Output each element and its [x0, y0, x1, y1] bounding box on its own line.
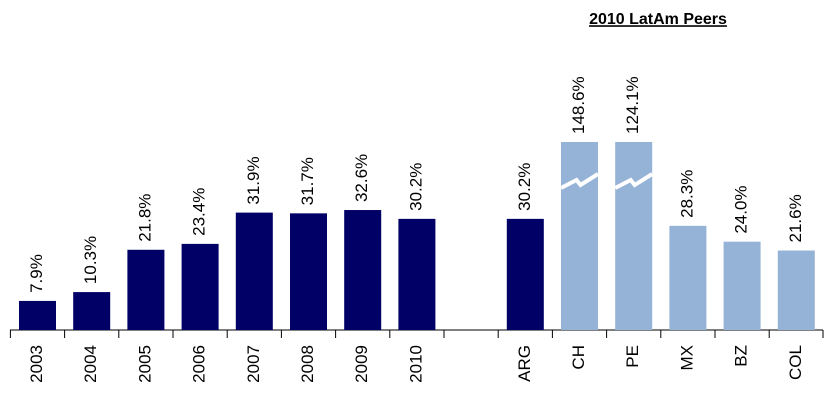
value-label: 28.3% [677, 170, 696, 218]
bar [19, 300, 56, 330]
x-tick-label: COL [786, 345, 805, 380]
x-tick-label: 2010 [406, 345, 425, 383]
bar [777, 250, 815, 330]
bar [723, 241, 761, 330]
bar [506, 218, 544, 330]
bar [561, 142, 598, 330]
x-tick-label: ARG [515, 345, 534, 382]
bar [127, 249, 165, 330]
axis-break [560, 172, 600, 190]
x-tick-label: BZ [732, 345, 751, 367]
x-tick-label: 2006 [190, 345, 209, 383]
value-label: 124.1% [623, 76, 642, 134]
bar [290, 213, 327, 330]
bar [615, 142, 653, 330]
value-label: 21.8% [135, 194, 154, 242]
annotation: 2010 LatAm Peers [589, 11, 727, 28]
x-tick-label: PE [623, 345, 642, 368]
value-label: 23.4% [190, 188, 209, 236]
bar [669, 225, 707, 330]
x-tick-label: MX [677, 345, 696, 371]
value-label: 30.2% [515, 163, 534, 211]
x-tick-label: 2004 [81, 345, 100, 383]
bar [181, 243, 219, 330]
bar [344, 210, 382, 330]
value-label: 30.2% [406, 163, 425, 211]
value-label: 32.6% [352, 154, 371, 202]
value-label: 31.9% [244, 156, 263, 204]
x-tick-label: 2009 [352, 345, 371, 383]
bar [73, 292, 111, 330]
axis-break [614, 172, 654, 190]
value-label: 148.6% [569, 76, 588, 134]
value-label: 21.6% [786, 194, 805, 242]
x-tick-label: CH [569, 345, 588, 370]
value-label: 7.9% [27, 254, 46, 293]
value-label: 31.7% [298, 157, 317, 205]
x-tick-label: 2003 [27, 345, 46, 383]
bar [235, 212, 273, 330]
x-tick-label: 2005 [135, 345, 154, 383]
value-label: 24.0% [732, 185, 751, 233]
x-tick-label: 2008 [298, 345, 317, 383]
x-tick-label: 2007 [244, 345, 263, 383]
value-label: 10.3% [81, 236, 100, 284]
bar [398, 218, 436, 330]
